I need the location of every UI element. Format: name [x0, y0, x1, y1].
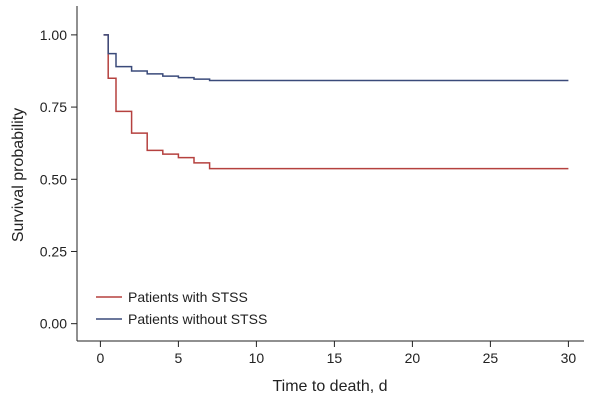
y-axis-label: Survival probability [10, 108, 27, 242]
x-tick-label: 15 [327, 350, 343, 366]
y-tick-label: 0.75 [40, 99, 67, 115]
y-tick-label: 0.25 [40, 243, 67, 259]
legend-label: Patients without STSS [128, 311, 267, 327]
x-tick-label: 30 [561, 350, 577, 366]
legend-label: Patients with STSS [128, 289, 248, 305]
y-tick-label: 0.50 [40, 171, 67, 187]
x-tick-label: 5 [175, 350, 183, 366]
x-axis-ticks: 0 5 10 15 20 25 30 [97, 341, 577, 366]
series-line-without-stss [103, 34, 569, 82]
series-lines [103, 34, 569, 170]
x-tick-label: 0 [97, 350, 105, 366]
x-tick-label: 10 [249, 350, 265, 366]
plot-area: 0.00 0.25 0.50 0.75 1.00 0 5 10 15 20 25 30 [40, 6, 584, 366]
y-tick-label: 0.00 [40, 316, 67, 332]
y-tick-label: 1.00 [40, 27, 67, 43]
y-axis-ticks: 0.00 0.25 0.50 0.75 1.00 [40, 27, 77, 332]
x-tick-label: 20 [405, 350, 421, 366]
legend: Patients with STSS Patients without STSS [96, 289, 267, 327]
x-axis-label: Time to death, d [272, 378, 387, 395]
series-line-with-stss [103, 34, 569, 170]
x-tick-label: 25 [483, 350, 499, 366]
